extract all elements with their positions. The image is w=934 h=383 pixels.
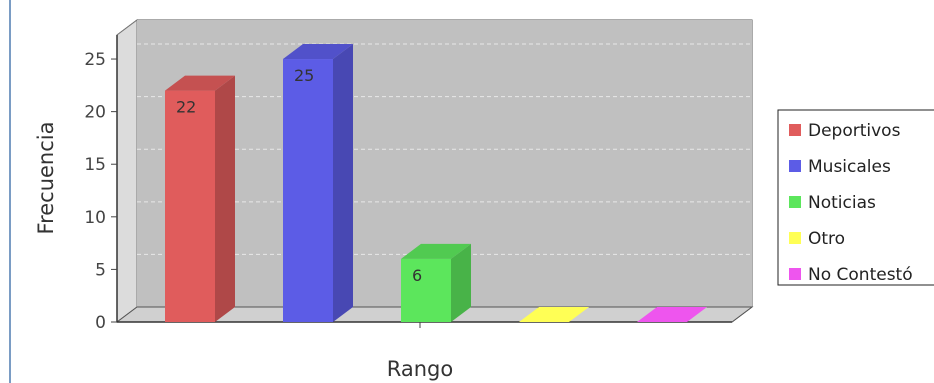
bar-value-label: 25 [294,66,314,85]
legend-label: Noticias [808,193,876,213]
legend-label: Deportivos [808,121,901,141]
y-tick-label: 15 [84,155,106,175]
legend-swatch [789,160,801,172]
bar-side [451,243,471,322]
bar-no-contest- [637,307,707,322]
bar-deportivos: 22 [165,75,235,322]
bar-front [165,90,215,322]
y-tick-label: 20 [84,103,106,123]
y-tick-label: 5 [95,260,106,280]
bar-noticias: 6 [401,243,471,322]
y-tick-label: 10 [84,208,106,228]
bar-musicales: 25 [283,44,353,322]
bar-top [283,44,353,60]
bar-side [333,44,353,322]
bar-top [519,307,589,322]
legend-label: No Contestó [808,265,913,285]
bar-top [165,75,235,91]
y-tick-label: 0 [95,313,106,333]
legend-swatch [789,232,801,244]
bar-top [401,243,471,259]
plot-side-wall [116,19,138,323]
legend-swatch [789,268,801,280]
y-tick-label: 25 [84,50,106,70]
x-axis-title: Rango [387,357,454,381]
legend: Deportivos Musicales Noticias Otro No Contes… [777,109,934,286]
legend-label: Otro [808,229,845,249]
legend-swatch [789,124,801,136]
y-axis-title: Frecuencia [34,122,58,235]
legend-box [777,109,934,286]
legend-label: Musicales [808,157,891,177]
bar-value-label: 22 [176,98,196,117]
grid-lines [137,43,752,255]
bars: 22 25 6 [165,44,707,322]
bar-side [215,75,235,322]
bar-otro [519,307,589,322]
bar-front [401,258,451,322]
bar-top [637,307,707,322]
bar-front [283,59,333,322]
legend-swatch [789,196,801,208]
y-ticks: 0 5 10 15 20 25 [84,50,117,333]
bar-value-label: 6 [412,266,422,285]
